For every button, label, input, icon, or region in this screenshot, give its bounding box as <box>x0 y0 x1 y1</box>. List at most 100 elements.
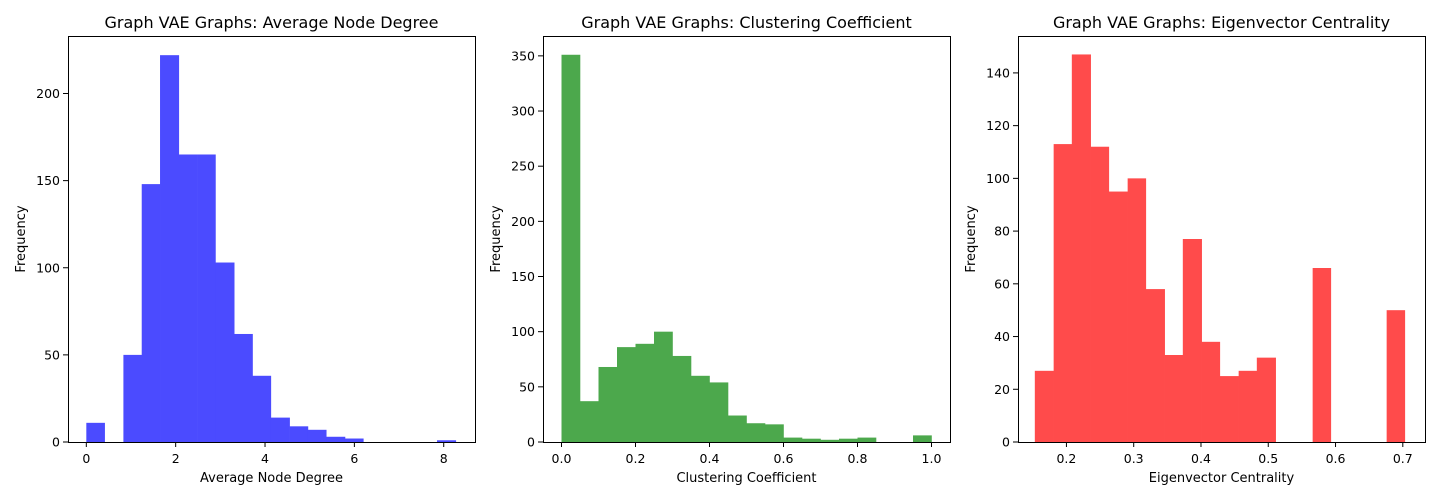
histogram-bar <box>1256 357 1276 442</box>
y-tick-label: 150 <box>511 269 535 284</box>
x-tick-label: 8 <box>440 451 448 466</box>
y-axis-label: Frequency <box>14 205 29 272</box>
bars <box>1034 54 1406 443</box>
histogram-bar <box>1127 178 1147 443</box>
histogram-bar <box>437 440 457 442</box>
bars <box>561 54 932 442</box>
y-tick-label: 0 <box>52 435 60 450</box>
y-tick-label: 250 <box>511 159 535 174</box>
histogram-bar <box>1145 289 1165 442</box>
histogram-bar <box>1108 191 1128 442</box>
histogram-bar <box>746 423 766 442</box>
y-tick-label: 50 <box>519 379 535 394</box>
x-tick-label: 0.2 <box>1056 451 1076 466</box>
histogram-bar <box>123 354 143 442</box>
histogram-bar <box>635 343 655 442</box>
histogram-bar <box>783 437 803 442</box>
y-tick-label: 100 <box>36 260 60 275</box>
y-tick-label: 100 <box>511 324 535 339</box>
histogram-bar <box>86 422 105 442</box>
x-tick-label: 0.6 <box>774 451 794 466</box>
x-tick-label: 0.8 <box>848 451 868 466</box>
x-tick-label: 6 <box>350 451 358 466</box>
plot-frame <box>543 36 951 443</box>
x-tick-label: 0.7 <box>1393 451 1413 466</box>
x-tick-label: 0.3 <box>1124 451 1144 466</box>
y-tick-label: 150 <box>36 173 60 188</box>
y-tick-label: 40 <box>994 329 1010 344</box>
chart-title: Graph VAE Graphs: Clustering Coefficient <box>581 13 912 32</box>
histogram-bar <box>765 424 784 442</box>
x-tick-label: 0.5 <box>1258 451 1278 466</box>
histogram-bar <box>820 439 840 442</box>
histogram-bar <box>270 417 290 442</box>
y-tick-label: 100 <box>986 171 1010 186</box>
x-tick-label: 0.0 <box>552 451 572 466</box>
x-axis-label: Clustering Coefficient <box>676 471 816 486</box>
y-tick-label: 60 <box>994 276 1010 291</box>
histogram-bar <box>580 401 599 442</box>
histogram-bar <box>215 262 235 442</box>
histogram-bar <box>1090 146 1110 443</box>
histogram-bar <box>1071 54 1091 442</box>
histogram-bar <box>289 426 309 442</box>
histogram-bar <box>234 333 253 442</box>
chart-title: Graph VAE Graphs: Eigenvector Centrality <box>1053 13 1390 32</box>
x-tick-label: 0.2 <box>626 451 646 466</box>
histogram-bar <box>1182 239 1202 442</box>
y-tick-label: 0 <box>527 435 535 450</box>
histogram-bar <box>709 382 729 442</box>
y-tick-label: 50 <box>44 347 60 362</box>
histogram-bar <box>1034 370 1054 442</box>
y-tick-label: 20 <box>994 382 1010 397</box>
x-tick-label: 0.4 <box>1191 451 1211 466</box>
x-tick-label: 1.0 <box>922 451 942 466</box>
histogram-clustering-coefficient: Graph VAE Graphs: Clustering Coefficient… <box>489 13 951 486</box>
histogram-bar <box>1219 376 1239 442</box>
histogram-eigenvector-centrality: Graph VAE Graphs: Eigenvector Centrality… <box>964 13 1426 486</box>
x-tick-label: 0 <box>82 451 90 466</box>
y-tick-label: 120 <box>986 118 1010 133</box>
histogram-bar <box>1201 341 1221 442</box>
histogram-bar <box>913 435 932 442</box>
histogram-bar <box>1164 355 1184 442</box>
histogram-bar <box>672 355 692 442</box>
y-tick-label: 300 <box>511 104 535 119</box>
y-axis-label: Frequency <box>489 205 504 272</box>
x-axis-label: Eigenvector Centrality <box>1149 471 1295 486</box>
histogram-bar <box>728 415 747 442</box>
histogram-bar <box>344 438 364 442</box>
histogram-bar <box>160 55 180 443</box>
histogram-bar <box>598 366 618 442</box>
y-tick-label: 350 <box>511 48 535 63</box>
x-tick-label: 4 <box>261 451 269 466</box>
y-axis-label: Frequency <box>964 205 979 272</box>
plot-frame <box>68 36 476 443</box>
histogram-bar <box>617 347 636 442</box>
histogram-bar <box>654 331 673 442</box>
histogram-bar <box>141 184 161 443</box>
histogram-bar <box>326 436 346 442</box>
bars <box>86 55 457 443</box>
histogram-bar <box>1238 370 1258 442</box>
chart-title: Graph VAE Graphs: Average Node Degree <box>105 13 439 32</box>
x-tick-label: 0.4 <box>700 451 720 466</box>
x-axis-label: Average Node Degree <box>200 471 343 486</box>
y-tick-label: 200 <box>511 214 535 229</box>
x-tick-label: 2 <box>172 451 180 466</box>
histogram-bar <box>252 375 272 442</box>
histogram-bar <box>178 154 198 443</box>
y-tick-label: 0 <box>1002 435 1010 450</box>
plot-frame <box>1018 36 1426 443</box>
y-tick-label: 200 <box>36 86 60 101</box>
histogram-bar <box>691 375 710 442</box>
histogram-bar <box>802 438 821 442</box>
histogram-bar <box>1053 144 1073 442</box>
histogram-bar <box>197 154 216 443</box>
histogram-bar <box>1312 268 1332 442</box>
histogram-bar <box>307 429 327 442</box>
y-tick-label: 80 <box>994 224 1010 239</box>
histogram-bar <box>839 438 858 442</box>
histogram-average-node-degree: Graph VAE Graphs: Average Node Degree Av… <box>14 13 476 486</box>
